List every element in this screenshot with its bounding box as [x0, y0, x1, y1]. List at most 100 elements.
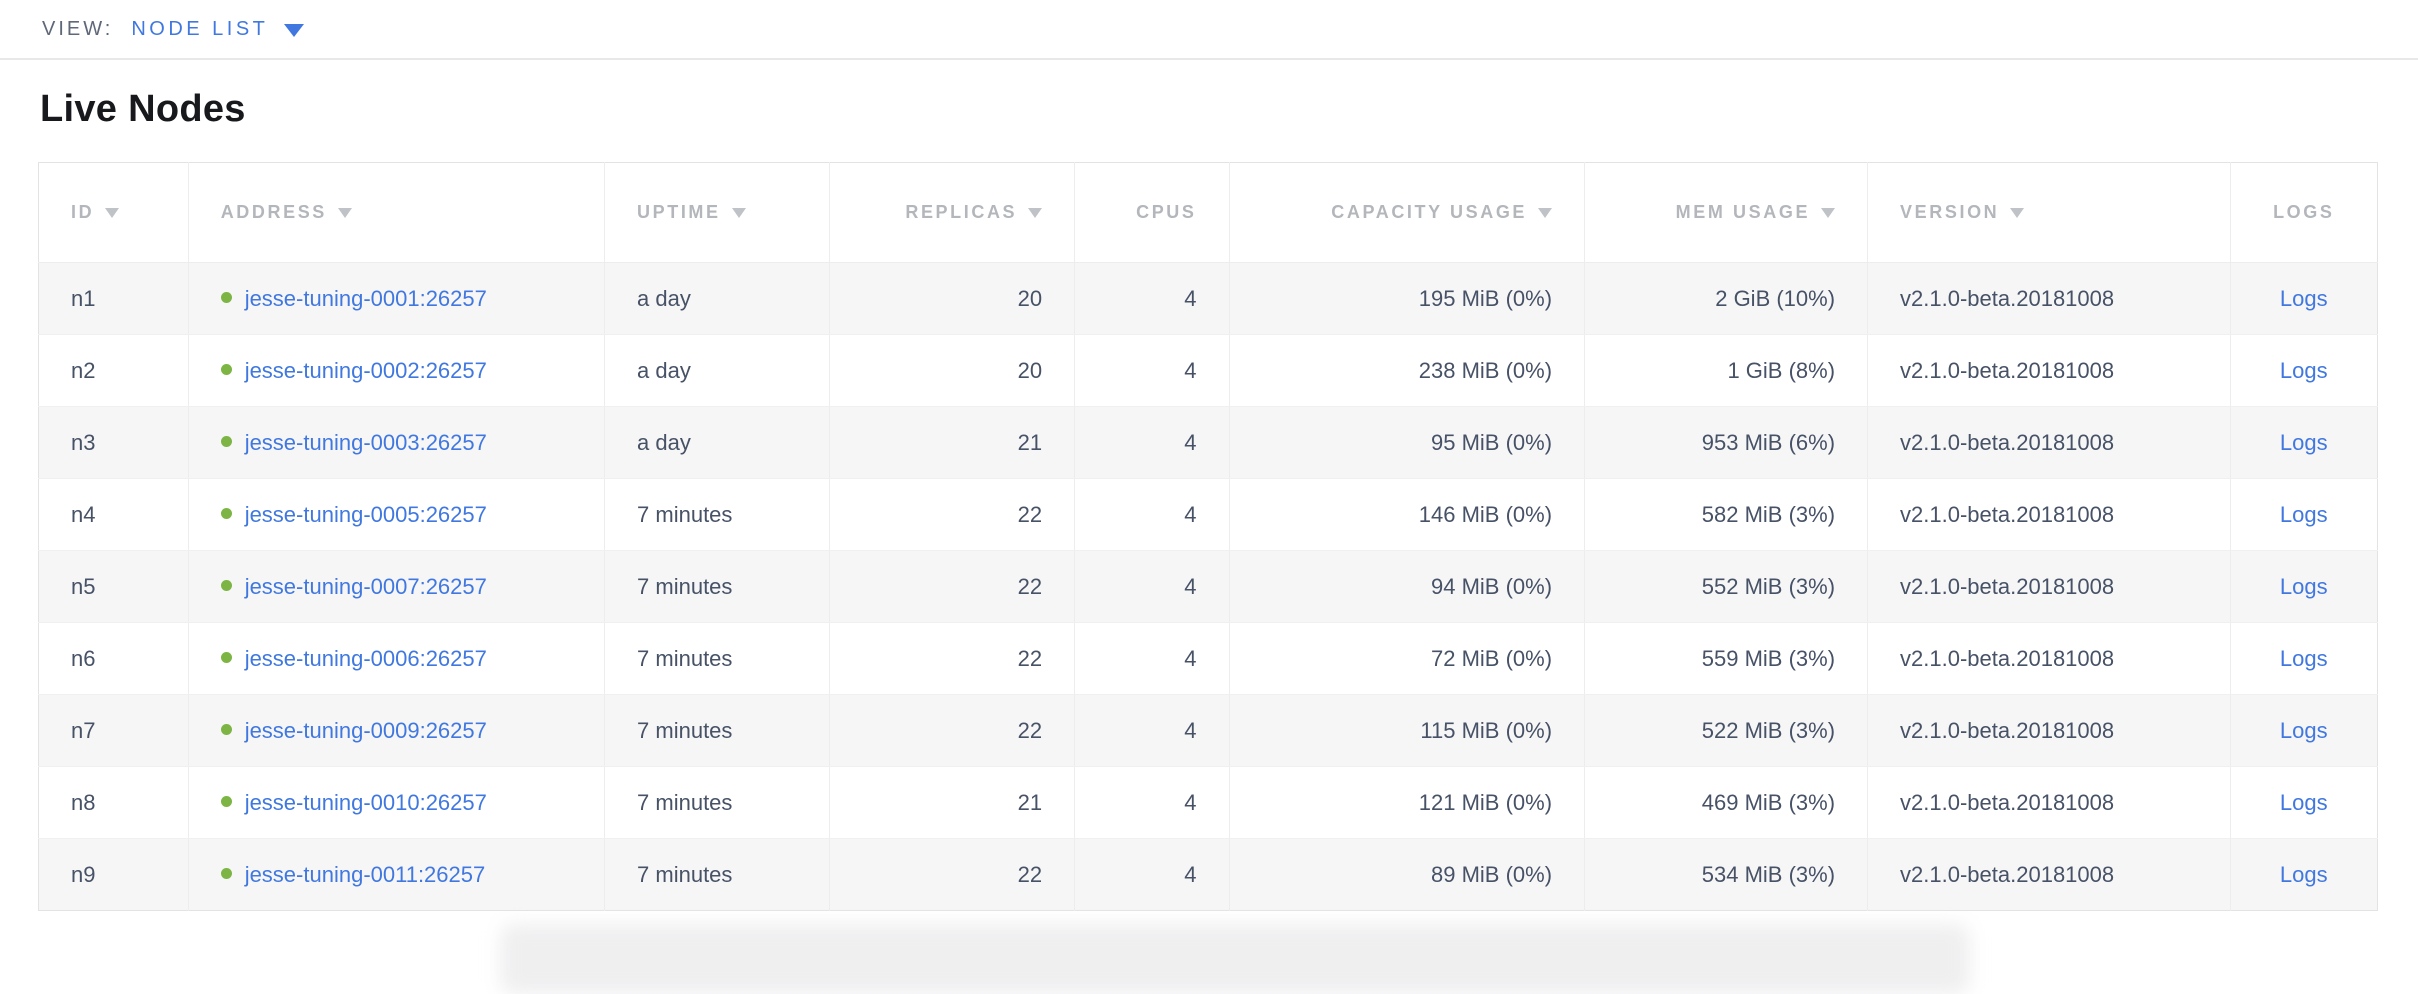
node-capacity-usage-cell: 115 MiB (0%)	[1229, 694, 1586, 767]
node-address-link[interactable]: jesse-tuning-0003:26257	[244, 429, 487, 455]
view-selected-value: NODE LIST	[131, 17, 269, 40]
node-mem-usage-cell: 552 MiB (3%)	[1584, 550, 1869, 623]
live-status-dot-icon	[220, 724, 232, 736]
column-header-uptime[interactable]: UPTIME	[604, 162, 830, 263]
node-cpus-cell: 4	[1074, 766, 1230, 839]
node-address-link[interactable]: jesse-tuning-0002:26257	[244, 357, 487, 383]
column-header-address[interactable]: ADDRESS	[188, 162, 606, 263]
sort-desc-icon	[2010, 208, 2025, 218]
node-uptime-cell: 7 minutes	[604, 622, 830, 695]
node-address-link[interactable]: jesse-tuning-0007:26257	[244, 573, 487, 599]
node-version-cell: v2.1.0-beta.20181008	[1867, 838, 2231, 911]
node-replicas-cell: 22	[829, 838, 1076, 911]
column-header-logs: LOGS	[2230, 162, 2378, 263]
node-logs-cell: Logs	[2230, 478, 2378, 551]
view-select-dropdown[interactable]: NODE LIST	[131, 17, 305, 41]
column-header-capacity-usage[interactable]: CAPACITY USAGE	[1229, 162, 1586, 263]
sort-desc-icon	[731, 208, 746, 218]
below-fold-element-shadow	[500, 924, 1970, 994]
table-row: n3 jesse-tuning-0003:26257 a day 21 4 95 MiB …	[38, 406, 2378, 479]
node-id-cell: n7	[38, 694, 189, 767]
node-replicas-cell: 22	[829, 550, 1076, 623]
column-header-id[interactable]: ID	[38, 162, 189, 263]
column-header-label: ADDRESS	[220, 202, 327, 222]
sort-desc-icon	[105, 208, 120, 218]
node-uptime-cell: 7 minutes	[604, 766, 830, 839]
sort-desc-icon	[1821, 208, 1836, 218]
logs-link[interactable]: Logs	[2279, 861, 2328, 887]
node-mem-usage-cell: 1 GiB (8%)	[1584, 334, 1869, 407]
node-address-link[interactable]: jesse-tuning-0006:26257	[244, 645, 487, 671]
logs-link[interactable]: Logs	[2279, 429, 2328, 455]
node-id-cell: n1	[38, 262, 189, 335]
node-address-link[interactable]: jesse-tuning-0010:26257	[244, 789, 487, 815]
node-address-link[interactable]: jesse-tuning-0001:26257	[244, 285, 487, 311]
node-capacity-usage-cell: 146 MiB (0%)	[1229, 478, 1586, 551]
column-header-cpus: CPUS	[1074, 162, 1230, 263]
node-logs-cell: Logs	[2230, 406, 2378, 479]
node-id-cell: n3	[38, 406, 189, 479]
node-cpus-cell: 4	[1074, 550, 1230, 623]
node-address-cell: jesse-tuning-0007:26257	[188, 550, 606, 623]
node-address-link[interactable]: jesse-tuning-0005:26257	[244, 501, 487, 527]
node-address-link[interactable]: jesse-tuning-0011:26257	[244, 861, 486, 887]
live-status-dot-icon	[220, 652, 232, 664]
sort-desc-icon	[1028, 208, 1043, 218]
node-id-cell: n6	[38, 622, 189, 695]
node-cpus-cell: 4	[1074, 406, 1230, 479]
caret-down-icon	[284, 23, 305, 37]
node-address-cell: jesse-tuning-0010:26257	[188, 766, 606, 839]
node-mem-usage-cell: 534 MiB (3%)	[1584, 838, 1869, 911]
node-replicas-cell: 22	[829, 478, 1076, 551]
node-mem-usage-cell: 582 MiB (3%)	[1584, 478, 1869, 551]
table-row: n9 jesse-tuning-0011:26257 7 minutes 22 4 89 …	[38, 838, 2378, 911]
node-address-cell: jesse-tuning-0002:26257	[188, 334, 606, 407]
logs-link[interactable]: Logs	[2279, 717, 2328, 743]
column-header-version[interactable]: VERSION	[1867, 162, 2231, 263]
node-replicas-cell: 21	[829, 766, 1076, 839]
nodes-table-body: n1 jesse-tuning-0001:26257 a day 20 4 195 MiB…	[38, 262, 2378, 911]
node-address-cell: jesse-tuning-0009:26257	[188, 694, 606, 767]
node-address-cell: jesse-tuning-0003:26257	[188, 406, 606, 479]
node-cpus-cell: 4	[1074, 478, 1230, 551]
node-cpus-cell: 4	[1074, 694, 1230, 767]
column-header-mem-usage[interactable]: MEM USAGE	[1584, 162, 1869, 263]
column-header-label: CAPACITY USAGE	[1331, 202, 1528, 222]
live-status-dot-icon	[220, 868, 232, 880]
node-capacity-usage-cell: 89 MiB (0%)	[1229, 838, 1586, 911]
live-status-dot-icon	[220, 436, 232, 448]
live-status-dot-icon	[220, 508, 232, 520]
column-header-replicas[interactable]: REPLICAS	[829, 162, 1076, 263]
node-logs-cell: Logs	[2230, 694, 2378, 767]
node-cpus-cell: 4	[1074, 838, 1230, 911]
node-mem-usage-cell: 469 MiB (3%)	[1584, 766, 1869, 839]
node-mem-usage-cell: 2 GiB (10%)	[1584, 262, 1869, 335]
node-address-cell: jesse-tuning-0011:26257	[188, 838, 606, 911]
node-address-cell: jesse-tuning-0006:26257	[188, 622, 606, 695]
node-capacity-usage-cell: 72 MiB (0%)	[1229, 622, 1586, 695]
table-row: n5 jesse-tuning-0007:26257 7 minutes 22 4 94 …	[38, 550, 2378, 623]
node-address-link[interactable]: jesse-tuning-0009:26257	[244, 717, 487, 743]
live-status-dot-icon	[220, 796, 232, 808]
logs-link[interactable]: Logs	[2279, 573, 2328, 599]
logs-link[interactable]: Logs	[2279, 789, 2328, 815]
node-cpus-cell: 4	[1074, 334, 1230, 407]
node-uptime-cell: 7 minutes	[604, 478, 830, 551]
node-mem-usage-cell: 953 MiB (6%)	[1584, 406, 1869, 479]
column-header-label: LOGS	[2273, 202, 2335, 222]
live-status-dot-icon	[220, 580, 232, 592]
node-uptime-cell: 7 minutes	[604, 550, 830, 623]
node-capacity-usage-cell: 121 MiB (0%)	[1229, 766, 1586, 839]
table-row: n4 jesse-tuning-0005:26257 7 minutes 22 4 146…	[38, 478, 2378, 551]
logs-link[interactable]: Logs	[2279, 501, 2328, 527]
table-row: n8 jesse-tuning-0010:26257 7 minutes 21 4 121…	[38, 766, 2378, 839]
column-header-label: MEM USAGE	[1675, 202, 1811, 222]
logs-link[interactable]: Logs	[2279, 645, 2328, 671]
node-version-cell: v2.1.0-beta.20181008	[1867, 694, 2231, 767]
node-logs-cell: Logs	[2230, 839, 2377, 911]
column-header-label: REPLICAS	[905, 202, 1018, 222]
logs-link[interactable]: Logs	[2279, 357, 2328, 383]
logs-link[interactable]: Logs	[2279, 285, 2328, 311]
node-logs-cell: Logs	[2230, 766, 2378, 839]
node-capacity-usage-cell: 195 MiB (0%)	[1229, 262, 1586, 335]
